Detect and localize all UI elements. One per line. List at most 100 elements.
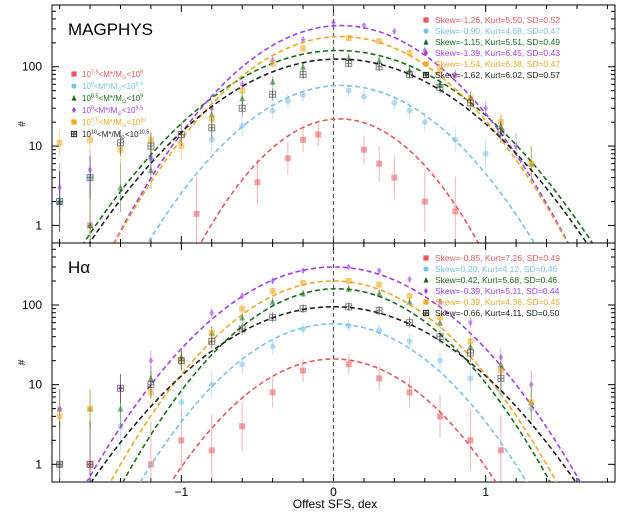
legend-marker: [423, 266, 429, 272]
data-point: [208, 110, 215, 118]
data-point: [208, 329, 215, 336]
bin-legend-part: <10: [127, 118, 141, 127]
bin-legend-part: 10: [82, 94, 91, 103]
data-point-marker: [360, 93, 367, 100]
data-point-marker: [87, 221, 94, 229]
data-point-marker: [147, 142, 155, 150]
bin-legend-label: 109<M*/M⊙<109.5: [82, 106, 143, 118]
data-point: [375, 307, 383, 315]
data-point-marker: [117, 146, 124, 153]
data-point: [497, 128, 505, 136]
data-point: [437, 67, 444, 74]
data-point: [406, 49, 413, 56]
data-point-marker: [269, 287, 276, 294]
data-point-marker: [208, 110, 215, 118]
data-point: [239, 80, 245, 88]
series-1: [56, 84, 536, 243]
x-tick-label: 1: [482, 485, 489, 499]
data-point: [117, 405, 124, 412]
data-point-marker: [116, 139, 124, 147]
legend-label: Skew=0.42, Kurt=5.68, SD=0.46: [435, 275, 557, 285]
x-tick-label: 0: [330, 485, 337, 499]
data-point: [406, 107, 413, 114]
bin-legend-part: 10: [91, 130, 97, 136]
data-point-marker: [269, 107, 276, 114]
data-point-marker: [209, 309, 215, 317]
bin-legend-part: <10: [125, 130, 139, 139]
data-point-marker: [375, 307, 383, 315]
bin-legend-part: ⊙: [122, 99, 127, 105]
data-point: [497, 360, 504, 368]
data-point-marker: [467, 343, 474, 350]
data-point-marker: [300, 63, 307, 70]
data-point-marker: [208, 337, 216, 345]
data-point: [482, 150, 489, 157]
data-point: [360, 93, 367, 100]
data-point: [421, 198, 428, 205]
data-point: [466, 349, 474, 357]
data-point-marker: [239, 305, 246, 312]
data-point-marker: [208, 115, 215, 122]
data-point-marker: [391, 27, 397, 35]
legend-marker: [423, 17, 429, 23]
legend-label: Skew=-1.54, Kurt=6.38, SD=0.47: [435, 59, 560, 69]
data-point: [346, 263, 352, 271]
data-point-marker: [376, 267, 382, 275]
data-point-marker: [528, 381, 534, 389]
data-point: [468, 319, 473, 327]
bin-legend-part: <M*/M: [97, 130, 121, 139]
series-3: [57, 263, 582, 482]
data-point-marker: [498, 353, 504, 361]
bin-legend-part: <M*/M: [99, 70, 123, 79]
data-point-marker: [87, 166, 93, 174]
data-point-marker: [497, 374, 505, 382]
data-point: [437, 413, 444, 420]
series-2: [56, 285, 552, 482]
fit-curve: [90, 306, 577, 482]
legend-label: Skew=-0.66, Kurt=4.11, SD=0.50: [435, 308, 560, 318]
series-1: [56, 319, 535, 482]
data-point: [177, 357, 185, 365]
data-point-marker: [437, 67, 444, 74]
data-point-marker: [86, 460, 94, 468]
data-point: [147, 381, 155, 389]
bin-legend-label: 107.5<M*/M⊙<108: [82, 70, 143, 82]
data-point: [147, 389, 154, 396]
data-point-marker: [437, 298, 443, 306]
data-point: [269, 298, 276, 305]
series-5: [56, 302, 577, 482]
data-point-marker: [57, 184, 63, 192]
data-point: [239, 87, 246, 94]
data-point: [239, 423, 246, 430]
bin-legend-part: 9: [140, 94, 143, 100]
stats-legend: Skew=-0.85, Kurt=7.26, SD=0.49Skew=0.20,…: [422, 253, 560, 318]
data-point-marker: [116, 384, 124, 392]
data-point: [437, 314, 444, 321]
data-point: [513, 142, 519, 150]
data-point-marker: [148, 154, 154, 162]
data-point: [209, 309, 215, 317]
panel-title: MAGPHYS: [68, 20, 153, 39]
data-point: [497, 119, 504, 126]
data-point-marker: [315, 131, 322, 138]
y-tick-label: 100: [22, 298, 42, 312]
data-point: [436, 333, 444, 341]
data-point: [208, 124, 216, 132]
bin-legend-part: <10: [122, 106, 136, 115]
data-point: [116, 139, 124, 147]
data-point-marker: [483, 104, 489, 112]
data-point-marker: [178, 437, 185, 444]
bin-legend-part: ⊙: [117, 87, 122, 93]
series-0: [87, 118, 480, 243]
legend-marker: [424, 49, 428, 57]
data-point: [331, 19, 336, 27]
bin-legend-marker: [70, 130, 78, 138]
data-point-marker: [345, 285, 352, 292]
bin-legend-part: ⊙: [117, 111, 122, 117]
bin-legend-marker: [71, 83, 77, 89]
y-tick-label: 10: [29, 378, 43, 392]
data-point-marker: [117, 405, 124, 412]
bin-legend-part: <M*/M: [94, 82, 118, 91]
data-point-marker: [468, 319, 473, 327]
